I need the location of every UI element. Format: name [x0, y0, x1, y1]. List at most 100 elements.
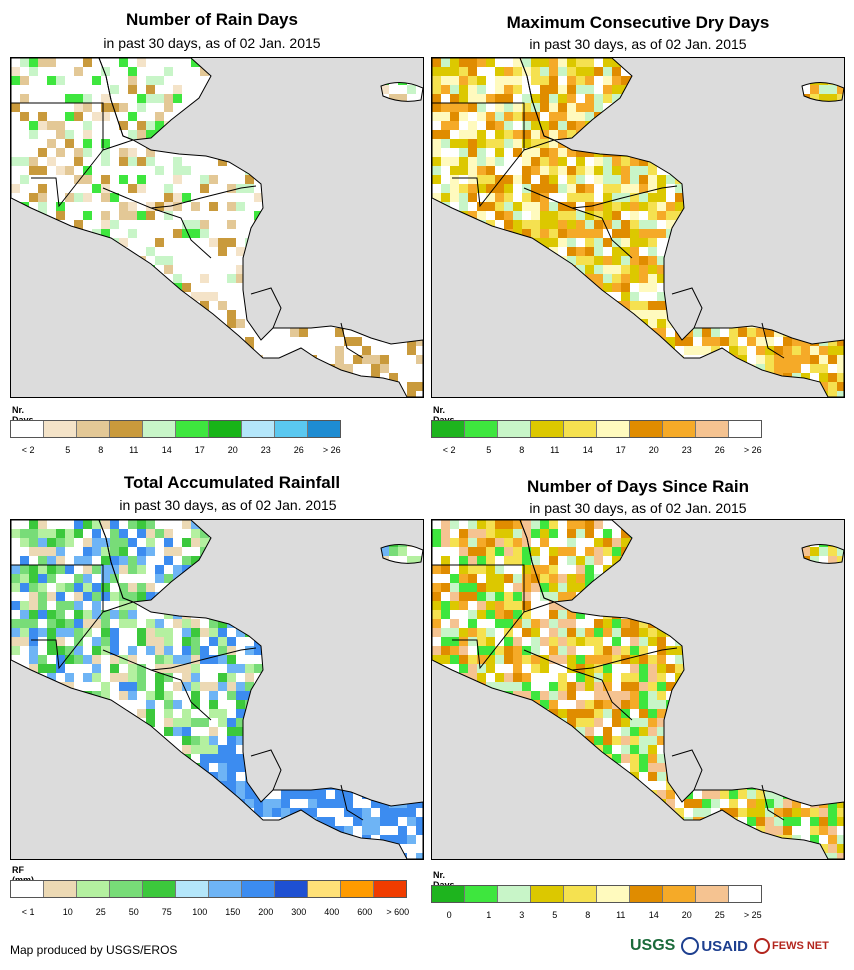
- legend-swatch: [77, 881, 110, 897]
- legend-tick-label: 10: [62, 907, 73, 917]
- legend-swatch: [44, 881, 77, 897]
- country-border: [671, 287, 703, 329]
- fews-net-logo: FEWS NET: [754, 938, 829, 954]
- legend-tick-label: 17: [194, 445, 205, 455]
- legend-swatch: [498, 421, 531, 437]
- legend-swatch: [77, 421, 110, 437]
- coastline: [432, 58, 844, 397]
- fews-logo-text: FEWS NET: [772, 940, 829, 952]
- map-days-since-rain: [431, 519, 845, 860]
- legend-swatch: [564, 886, 597, 902]
- legend-swatch: [176, 881, 209, 897]
- legend-swatch: [663, 886, 696, 902]
- legend-tick-label: 20: [648, 445, 659, 455]
- usaid-logo: USAID: [681, 937, 748, 955]
- legend-bar: [10, 880, 407, 898]
- country-border: [523, 139, 555, 151]
- legend-bar: [431, 420, 762, 438]
- map-rain-days: [10, 57, 424, 398]
- legend-swatch: [11, 881, 44, 897]
- legend-swatch: [242, 881, 275, 897]
- panel-subtitle: in past 30 days, as of 02 Jan. 2015: [103, 35, 321, 51]
- legend-tick-label: 200: [258, 907, 274, 917]
- legend-tick-label: 26: [293, 445, 304, 455]
- legend-swatch: [597, 421, 630, 437]
- legend-tick-label: 0: [446, 910, 452, 920]
- legend-tick-label: 600: [357, 907, 373, 917]
- country-border: [671, 749, 703, 791]
- country-border: [150, 207, 212, 259]
- legend-tick-label: 8: [585, 910, 591, 920]
- legend-swatch: [374, 881, 406, 897]
- coastline: [11, 520, 423, 859]
- legend-tick-label: 25: [95, 907, 106, 917]
- country-border: [31, 611, 104, 670]
- legend-tick-label: 17: [615, 445, 626, 455]
- legend-tick-label: 25: [714, 910, 725, 920]
- legend-tick-label: 11: [129, 445, 139, 455]
- data-pixels: [432, 520, 844, 859]
- legend-swatch: [110, 881, 143, 897]
- jamaica-coastline: [380, 544, 423, 564]
- country-border: [432, 102, 525, 150]
- coastline: [519, 58, 633, 141]
- legend-tick-label: 400: [324, 907, 340, 917]
- legend-tick-label: 14: [582, 445, 593, 455]
- legend-tick-label: 100: [192, 907, 208, 917]
- legend-swatch: [465, 886, 498, 902]
- legend-swatch: [143, 881, 176, 897]
- map-canvas: [432, 58, 844, 397]
- panel-subtitle: in past 30 days, as of 02 Jan. 2015: [529, 36, 747, 52]
- usgs-logo: USGS: [630, 937, 676, 954]
- country-border: [761, 322, 785, 359]
- country-border: [452, 611, 525, 670]
- legend-bar: [10, 420, 341, 438]
- fews-seal-icon: [754, 938, 771, 954]
- legend-tick-label: 26: [714, 445, 725, 455]
- legend-swatch: [176, 421, 209, 437]
- panel-subtitle: in past 30 days, as of 02 Jan. 2015: [529, 500, 747, 516]
- legend-swatch: [630, 421, 663, 437]
- legend-swatch: [531, 421, 564, 437]
- legend-tick-label: 5: [552, 910, 558, 920]
- legend-tick-label: 75: [161, 907, 172, 917]
- legend-tick-label: < 2: [442, 445, 456, 455]
- legend-tick-label: < 1: [21, 907, 35, 917]
- agency-logos: USGS USAID FEWS NET: [630, 932, 845, 960]
- legend-swatch: [110, 421, 143, 437]
- footer-credit: Map produced by USGS/EROS: [10, 943, 178, 957]
- legend-tick-label: 14: [161, 445, 172, 455]
- legend-swatch: [143, 421, 176, 437]
- legend-swatch: [341, 881, 374, 897]
- map-canvas: [432, 520, 844, 859]
- legend-swatch: [696, 421, 729, 437]
- legend-swatch: [729, 886, 761, 902]
- legend-swatch: [564, 421, 597, 437]
- legend-tick-label: < 2: [21, 445, 35, 455]
- land-area: [11, 58, 423, 397]
- legend-tick-label: 20: [681, 910, 692, 920]
- legend-tick-label: 11: [616, 910, 626, 920]
- legend-swatch: [630, 886, 663, 902]
- country-border: [250, 749, 282, 791]
- panel-title: Maximum Consecutive Dry Days: [506, 13, 770, 32]
- country-border: [250, 287, 282, 329]
- map-max-dry-days: [431, 57, 845, 398]
- country-border: [523, 601, 555, 613]
- legend-swatch: [209, 881, 242, 897]
- legend-swatch: [531, 886, 564, 902]
- legend-swatch: [275, 421, 308, 437]
- legend-tick-label: 5: [486, 445, 492, 455]
- legend-tick-label: > 26: [322, 445, 341, 455]
- legend-swatch: [44, 421, 77, 437]
- country-border: [102, 139, 134, 151]
- legend-tick-label: 3: [519, 910, 525, 920]
- usaid-logo-text: USAID: [701, 937, 749, 955]
- legend-swatch: [11, 421, 44, 437]
- jamaica-coastline: [801, 82, 844, 102]
- legend-tick-label: 5: [65, 445, 71, 455]
- legend-tick-label: 50: [128, 907, 139, 917]
- country-border: [170, 647, 257, 669]
- legend-swatch: [465, 421, 498, 437]
- country-border: [591, 647, 678, 669]
